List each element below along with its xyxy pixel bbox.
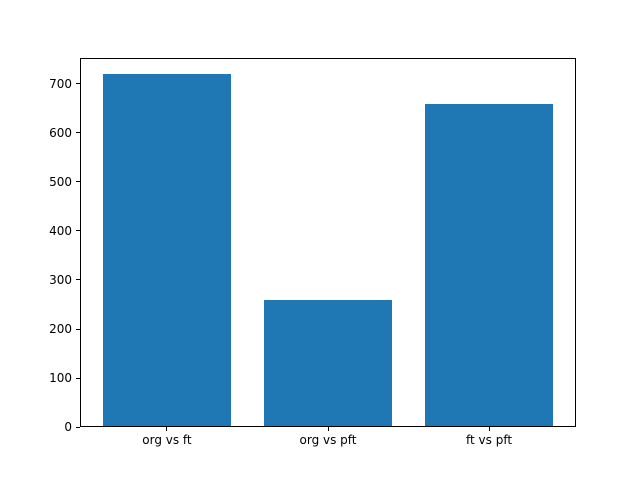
y-tick-mark	[76, 230, 80, 232]
y-tick-mark	[76, 132, 80, 134]
y-tick-label: 700	[49, 76, 72, 91]
y-tick-mark	[76, 279, 80, 281]
y-tick-label: 200	[49, 322, 72, 337]
x-tick-mark	[327, 427, 329, 432]
x-tick-label: org vs pft	[299, 433, 357, 448]
y-tick-label: 300	[49, 272, 72, 287]
y-tick-mark	[76, 328, 80, 330]
x-tick-label: org vs ft	[142, 433, 192, 448]
y-tick-label: 500	[49, 174, 72, 189]
bar-org-vs-ft	[102, 74, 232, 427]
plot-area	[80, 57, 576, 428]
y-tick-mark	[76, 181, 80, 183]
x-tick-mark	[488, 427, 490, 432]
y-tick-mark	[76, 83, 80, 85]
x-tick-label: ft vs pft	[466, 433, 513, 448]
y-tick-label: 0	[64, 420, 72, 435]
y-tick-label: 400	[49, 223, 72, 238]
y-tick-mark	[76, 426, 80, 428]
y-tick-label: 600	[49, 125, 72, 140]
bar-org-vs-pft	[263, 300, 393, 427]
bar-ft-vs-pft	[424, 104, 554, 427]
x-tick-mark	[166, 427, 168, 432]
y-tick-label: 100	[49, 371, 72, 386]
y-tick-mark	[76, 377, 80, 379]
